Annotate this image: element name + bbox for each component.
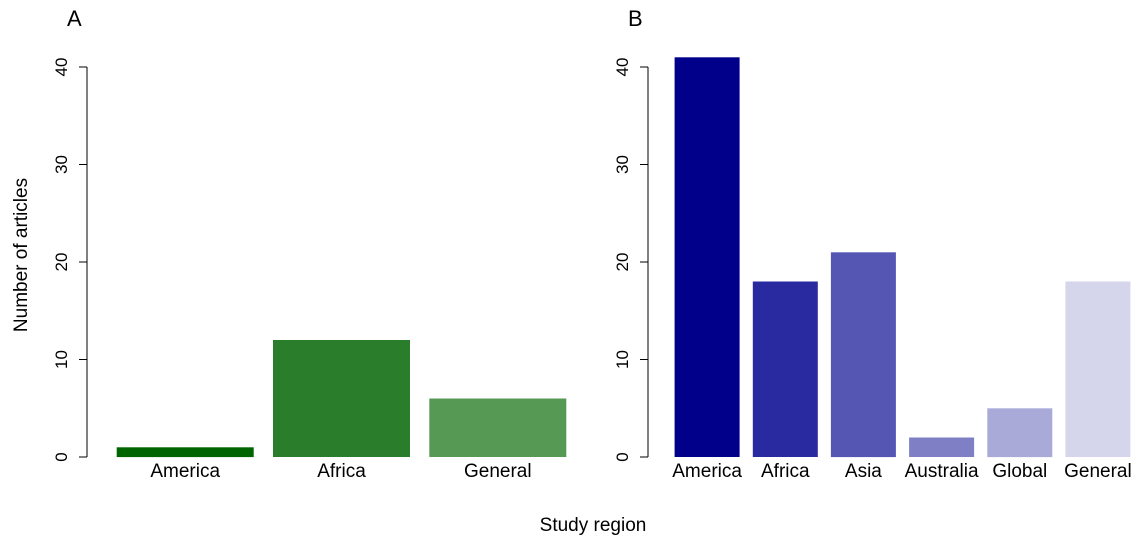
x-tick-label: Global bbox=[992, 461, 1047, 482]
x-axis-title: Study region bbox=[540, 515, 647, 536]
bar-africa bbox=[752, 281, 818, 457]
panel-b-label: B bbox=[628, 6, 643, 31]
panel-a-label: A bbox=[67, 6, 82, 31]
y-tick-label: 40 bbox=[52, 58, 71, 77]
y-tick-label: 20 bbox=[52, 253, 71, 272]
x-tick-label: Asia bbox=[845, 461, 882, 482]
bar-general bbox=[1065, 281, 1131, 457]
y-tick-label: 20 bbox=[613, 253, 632, 272]
y-tick-label: 40 bbox=[613, 58, 632, 77]
y-tick-label: 10 bbox=[52, 350, 71, 369]
x-tick-label: General bbox=[1064, 461, 1132, 482]
bar-general bbox=[429, 398, 567, 457]
panel-a: A 0 10 20 30 40 America Africa General bbox=[52, 6, 567, 482]
bar-asia bbox=[830, 252, 896, 458]
bar-america bbox=[116, 447, 254, 458]
bar-africa bbox=[273, 340, 410, 457]
x-tick-label: Africa bbox=[317, 461, 366, 482]
x-tick-label: Australia bbox=[905, 461, 979, 482]
y-tick-label: 0 bbox=[613, 452, 632, 461]
y-tick-label: 30 bbox=[52, 155, 71, 174]
x-tick-label: Africa bbox=[761, 461, 810, 482]
x-tick-label: General bbox=[464, 461, 532, 482]
bar-global bbox=[987, 408, 1053, 458]
y-axis-title: Number of articles bbox=[11, 178, 32, 332]
x-tick-label: America bbox=[150, 461, 220, 482]
y-tick-label: 30 bbox=[613, 155, 632, 174]
y-tick-label: 0 bbox=[52, 452, 71, 461]
y-tick-label: 10 bbox=[613, 350, 632, 369]
x-tick-label: America bbox=[672, 461, 742, 482]
bar-america bbox=[674, 57, 740, 458]
bar-australia bbox=[909, 437, 975, 457]
panel-b: B 0 10 20 30 40 America Africa Asia Australia Glo… bbox=[613, 6, 1132, 482]
